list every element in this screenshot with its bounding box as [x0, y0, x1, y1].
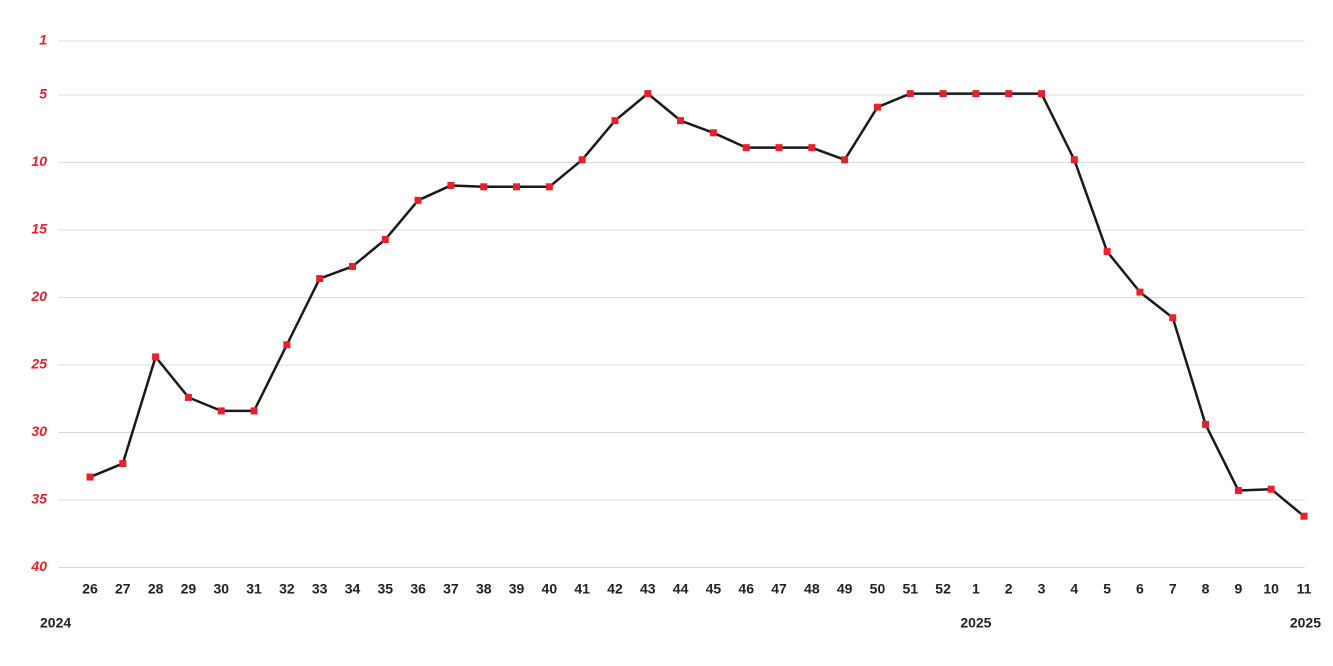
point	[677, 117, 685, 125]
point	[381, 235, 389, 243]
x-tick-label: 33	[312, 581, 328, 597]
x-tick-label: 8	[1202, 581, 1210, 597]
point	[152, 353, 160, 361]
y-tick-label: 30	[31, 423, 47, 439]
point	[480, 183, 488, 191]
point	[316, 275, 324, 283]
y-tick-label: 20	[30, 288, 47, 304]
point	[447, 181, 455, 189]
year-label: 2024	[40, 615, 71, 631]
point	[217, 407, 225, 415]
point	[513, 183, 521, 191]
point	[1267, 485, 1275, 493]
y-tick-label: 35	[31, 491, 47, 507]
point	[545, 183, 553, 191]
x-tick-label: 7	[1169, 581, 1177, 597]
point	[775, 144, 783, 152]
x-tick-label: 2	[1005, 581, 1013, 597]
x-tick-label: 40	[542, 581, 558, 597]
y-tick-label: 25	[30, 356, 47, 372]
point	[644, 90, 652, 98]
x-tick-label: 36	[410, 581, 426, 597]
x-tick-label: 38	[476, 581, 492, 597]
point	[1005, 90, 1013, 98]
x-tick-label: 4	[1070, 581, 1078, 597]
point	[1070, 156, 1078, 164]
y-tick-label: 15	[31, 221, 47, 237]
x-tick-label: 37	[443, 581, 459, 597]
x-tick-label: 32	[279, 581, 295, 597]
x-tick-label: 34	[345, 581, 361, 597]
x-tick-label: 11	[1297, 581, 1312, 597]
point	[1169, 314, 1177, 322]
x-tick-label: 30	[213, 581, 229, 597]
point	[611, 117, 619, 125]
point	[1038, 90, 1046, 98]
point	[184, 393, 192, 401]
x-tick-label: 42	[607, 581, 623, 597]
point	[841, 156, 849, 164]
y-tick-label: 10	[31, 153, 47, 169]
x-tick-label: 52	[935, 581, 951, 597]
x-tick-label: 39	[509, 581, 525, 597]
x-tick-label: 51	[902, 581, 918, 597]
point	[906, 90, 914, 98]
line	[89, 92, 1305, 518]
x-tick-label: 26	[82, 581, 98, 597]
x-tick-label: 49	[837, 581, 853, 597]
point	[1103, 248, 1111, 256]
point	[414, 196, 422, 204]
point	[348, 262, 356, 270]
point	[119, 460, 127, 468]
year-label: 2025	[960, 615, 991, 631]
x-tick-label: 1	[972, 581, 980, 597]
y-tick-label: 1	[39, 32, 47, 48]
point	[873, 103, 881, 111]
y-tick-label: 5	[39, 86, 47, 102]
x-tick-label: 47	[771, 581, 787, 597]
point	[709, 129, 717, 137]
x-tick-label: 10	[1263, 581, 1279, 597]
point	[742, 144, 750, 152]
point	[1300, 512, 1308, 520]
point	[250, 407, 258, 415]
point	[86, 473, 94, 481]
x-tick-label: 48	[804, 581, 820, 597]
y-tick-label: 40	[30, 558, 47, 574]
point	[578, 156, 586, 164]
x-tick-label: 31	[246, 581, 262, 597]
x-tick-label: 27	[115, 581, 131, 597]
point	[972, 90, 980, 98]
x-tick-label: 43	[640, 581, 656, 597]
year-label: 2025	[1290, 615, 1321, 631]
x-tick-label: 41	[574, 581, 590, 597]
point	[939, 90, 947, 98]
x-tick-label: 28	[148, 581, 164, 597]
point	[808, 144, 816, 152]
point	[1136, 288, 1144, 296]
x-tick-label: 45	[706, 581, 722, 597]
x-tick-label: 5	[1103, 581, 1111, 597]
point	[1234, 487, 1242, 495]
point	[1202, 420, 1210, 428]
x-tick-label: 3	[1038, 581, 1046, 597]
x-tick-label: 50	[870, 581, 886, 597]
x-tick-label: 6	[1136, 581, 1144, 597]
x-tick-label: 44	[673, 581, 689, 597]
x-tick-label: 46	[738, 581, 754, 597]
x-tick-label: 29	[181, 581, 197, 597]
x-tick-label: 35	[378, 581, 394, 597]
x-tick-label: 9	[1234, 581, 1242, 597]
point	[283, 341, 291, 349]
